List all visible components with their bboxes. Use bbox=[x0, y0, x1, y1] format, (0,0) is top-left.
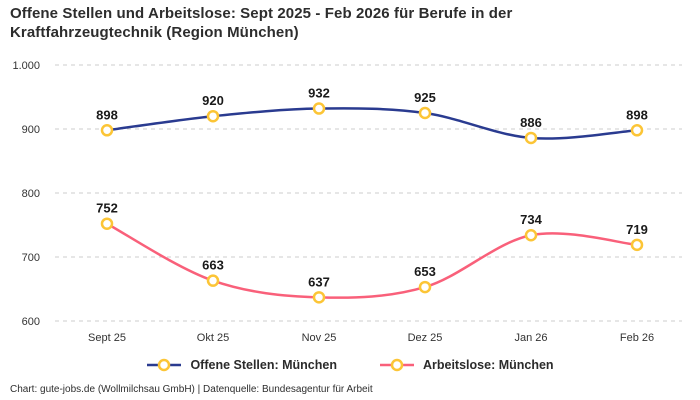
y-axis-tick-label: 900 bbox=[22, 124, 40, 136]
series-line bbox=[105, 107, 639, 140]
line-marker-swatch-icon bbox=[147, 358, 182, 372]
data-point-marker bbox=[206, 274, 220, 287]
data-point-value-label: 898 bbox=[96, 107, 118, 122]
data-point-value-label: 925 bbox=[414, 90, 436, 105]
data-point-marker bbox=[312, 102, 326, 115]
data-point-value-label: 886 bbox=[520, 115, 542, 130]
data-point-value-label: 734 bbox=[520, 212, 542, 227]
legend-item-offene-stellen[interactable]: Offene Stellen: München bbox=[146, 358, 337, 372]
chart-legend: Offene Stellen: München Arbeitslose: Mün… bbox=[0, 358, 700, 372]
y-axis-tick-label: 800 bbox=[22, 188, 40, 200]
data-point-value-label: 663 bbox=[202, 258, 224, 273]
data-point-marker bbox=[100, 124, 114, 137]
y-axis-tick-label: 600 bbox=[22, 316, 40, 328]
data-point-value-label: 920 bbox=[202, 93, 224, 108]
legend-label-offene-stellen: Offene Stellen: München bbox=[190, 358, 337, 372]
data-point-marker bbox=[418, 280, 432, 294]
chart-title: Offene Stellen und Arbeitslose: Sept 202… bbox=[10, 5, 513, 41]
data-point-marker bbox=[630, 124, 644, 137]
legend-label-arbeitslose: Arbeitslose: München bbox=[422, 358, 554, 372]
data-point-marker bbox=[524, 131, 538, 145]
data-point-value-label: 932 bbox=[308, 86, 330, 101]
data-point-value-label: 637 bbox=[308, 274, 330, 289]
x-axis-tick-label: Okt 25 bbox=[197, 332, 229, 344]
data-point-marker bbox=[630, 238, 644, 252]
x-axis-tick-label: Feb 26 bbox=[620, 332, 654, 344]
series-line bbox=[105, 222, 639, 299]
data-point-value-label: 898 bbox=[626, 107, 648, 122]
data-point-marker bbox=[206, 109, 220, 123]
x-axis-tick-label: Jan 26 bbox=[514, 332, 547, 344]
legend-item-arbeitslose[interactable]: Arbeitslose: München bbox=[379, 358, 554, 372]
y-axis-tick-label: 1.000 bbox=[12, 60, 40, 72]
y-axis-tick-label: 700 bbox=[22, 252, 40, 264]
data-point-marker bbox=[524, 228, 538, 242]
data-point-marker bbox=[312, 291, 326, 304]
data-point-marker bbox=[100, 217, 114, 230]
x-axis-tick-label: Sept 25 bbox=[88, 332, 126, 344]
chart-attribution: Chart: gute-jobs.de (Wollmilchsau GmbH) … bbox=[10, 384, 373, 395]
line-marker-swatch-icon bbox=[379, 358, 414, 372]
x-axis-tick-label: Dez 25 bbox=[408, 332, 443, 344]
data-point-marker bbox=[418, 106, 432, 120]
data-point-value-label: 653 bbox=[414, 264, 436, 279]
x-axis-tick-label: Nov 25 bbox=[302, 332, 337, 344]
data-point-value-label: 752 bbox=[96, 201, 118, 216]
data-point-value-label: 719 bbox=[626, 222, 648, 237]
